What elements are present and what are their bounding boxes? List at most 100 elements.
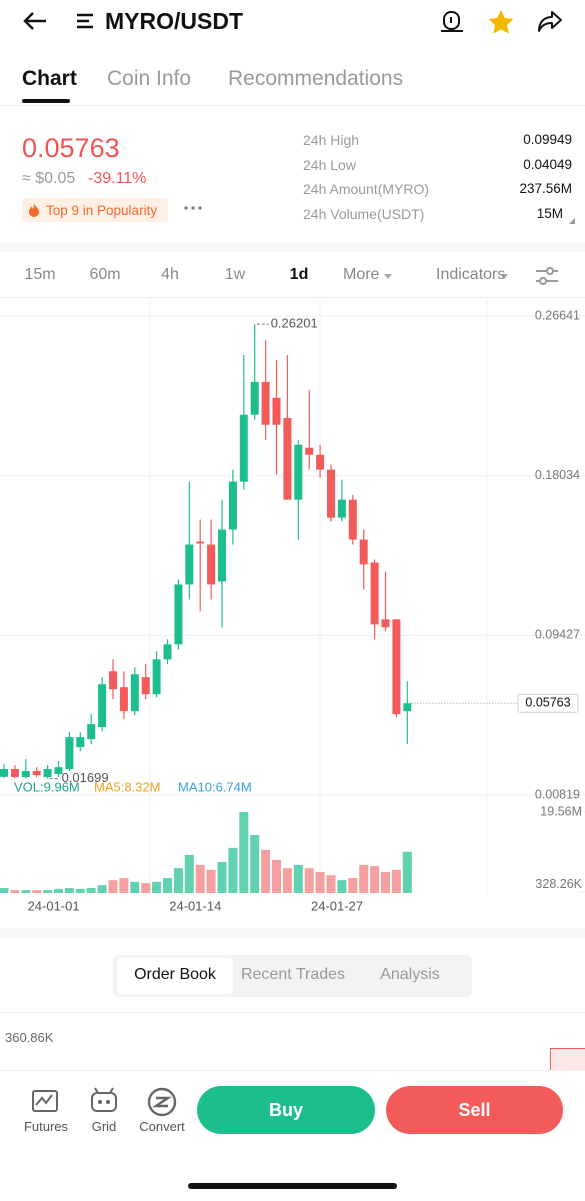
- volume-bar: [348, 878, 358, 893]
- timeframe[interactable]: 60m: [89, 266, 121, 283]
- candle-body: [403, 703, 412, 712]
- candle-body: [163, 644, 172, 660]
- timeframe[interactable]: More: [343, 266, 380, 283]
- volume-bar: [119, 878, 129, 893]
- stat-value: 15M: [536, 205, 563, 221]
- convert-icon[interactable]: [147, 1087, 177, 1117]
- candle-body: [0, 769, 8, 777]
- volume-bar: [184, 854, 194, 893]
- volume-bar: [239, 812, 249, 893]
- tab[interactable]: Coin Info: [107, 67, 192, 90]
- divider: [0, 1012, 585, 1013]
- y-tick-label: 328.26K: [535, 877, 582, 891]
- volume-bar: [152, 881, 162, 893]
- segment[interactable]: Order Book: [134, 966, 216, 983]
- stat-label: 24h Low: [303, 156, 356, 173]
- candle-body: [152, 659, 161, 695]
- timeframe[interactable]: 15m: [24, 266, 56, 283]
- candle-body: [392, 619, 401, 715]
- grid-icon[interactable]: [89, 1087, 119, 1115]
- x-tick-label: 24-01-01: [28, 898, 80, 913]
- band: [0, 928, 585, 938]
- divider: [0, 297, 585, 298]
- candle-body: [196, 541, 205, 544]
- volume-bar: [326, 875, 336, 893]
- candle-body: [87, 724, 96, 740]
- candle-body: [10, 769, 19, 777]
- candle-body: [109, 671, 117, 690]
- nav-label[interactable]: Grid: [91, 1119, 117, 1134]
- volume-bar: [250, 835, 260, 893]
- candle-body: [305, 447, 314, 455]
- candle-body: [337, 499, 346, 518]
- back-icon[interactable]: [22, 10, 48, 32]
- candle-body: [43, 769, 52, 777]
- badge[interactable]: [22, 198, 168, 222]
- volume-bar: [108, 880, 118, 893]
- low-label: 0.01699: [62, 770, 109, 785]
- candle-body: [381, 619, 390, 628]
- candle-body: [76, 737, 85, 748]
- volume-bar: [173, 868, 183, 893]
- volume-bar: [402, 851, 412, 893]
- volume-bar: [97, 885, 107, 893]
- volume-bar: [261, 849, 271, 893]
- volume-bar: [228, 847, 238, 893]
- timeframe[interactable]: Indicators: [436, 266, 506, 283]
- high-label: 0.26201: [271, 316, 318, 331]
- alert-icon[interactable]: [440, 9, 464, 35]
- volume-bar: [75, 888, 85, 893]
- futures-icon[interactable]: [31, 1089, 61, 1115]
- volume-bar: [32, 890, 42, 893]
- segment[interactable]: Recent Trades: [240, 966, 346, 983]
- candle-body: [54, 767, 63, 775]
- volume-legend: MA5:8.32M: [94, 779, 160, 794]
- nav-label[interactable]: Futures: [23, 1119, 69, 1134]
- settings-icon[interactable]: [535, 265, 559, 287]
- volume-bar: [359, 864, 369, 893]
- candle-body: [327, 469, 335, 518]
- share-icon[interactable]: [537, 10, 563, 34]
- y-tick-label: 0.26641: [535, 308, 580, 322]
- pair-title: MYRO/USDT: [105, 8, 243, 34]
- x-tick-label: 24-01-14: [169, 898, 221, 913]
- volume-bar: [272, 859, 281, 893]
- more-dots[interactable]: [184, 205, 202, 211]
- favorite-icon[interactable]: [487, 9, 515, 35]
- tab[interactable]: Recommendations: [228, 67, 404, 90]
- volume-bar: [206, 869, 216, 893]
- volume-bar: [130, 881, 140, 893]
- menu-icon[interactable]: [76, 12, 94, 30]
- candle-body: [316, 454, 325, 470]
- candle-body: [32, 771, 41, 776]
- candle-body: [239, 414, 248, 482]
- candle-body: [370, 562, 379, 625]
- volume-bar: [64, 888, 74, 893]
- last-price-label: 0.05763: [525, 696, 570, 710]
- timeframe[interactable]: 4h: [161, 266, 179, 283]
- candle-body: [250, 381, 259, 415]
- candle-body: [348, 499, 357, 540]
- sell-button[interactable]: Sell: [386, 1086, 563, 1134]
- flame-icon: [29, 203, 39, 217]
- candle-body: [185, 544, 194, 585]
- timeframe[interactable]: 1w: [224, 266, 246, 283]
- volume-bar: [282, 868, 292, 893]
- home-indicator: [188, 1183, 397, 1189]
- volume-bar: [10, 890, 20, 893]
- candle-body: [228, 481, 237, 530]
- volume-bar: [0, 888, 9, 893]
- volume-caret: [569, 218, 575, 224]
- last-price: 0.05763: [22, 133, 120, 163]
- segment[interactable]: Analysis: [380, 966, 440, 983]
- buy-button[interactable]: Buy: [197, 1086, 375, 1134]
- nav-label[interactable]: Convert: [139, 1119, 185, 1134]
- volume-bar: [163, 878, 172, 893]
- timeframe[interactable]: 1d: [289, 266, 309, 283]
- volume-bar: [141, 883, 151, 893]
- depth-label: 360.86K: [5, 1030, 54, 1045]
- y-tick-label: 0.00819: [535, 787, 580, 801]
- stat-value: 237.56M: [519, 181, 572, 196]
- tab[interactable]: Chart: [22, 67, 77, 90]
